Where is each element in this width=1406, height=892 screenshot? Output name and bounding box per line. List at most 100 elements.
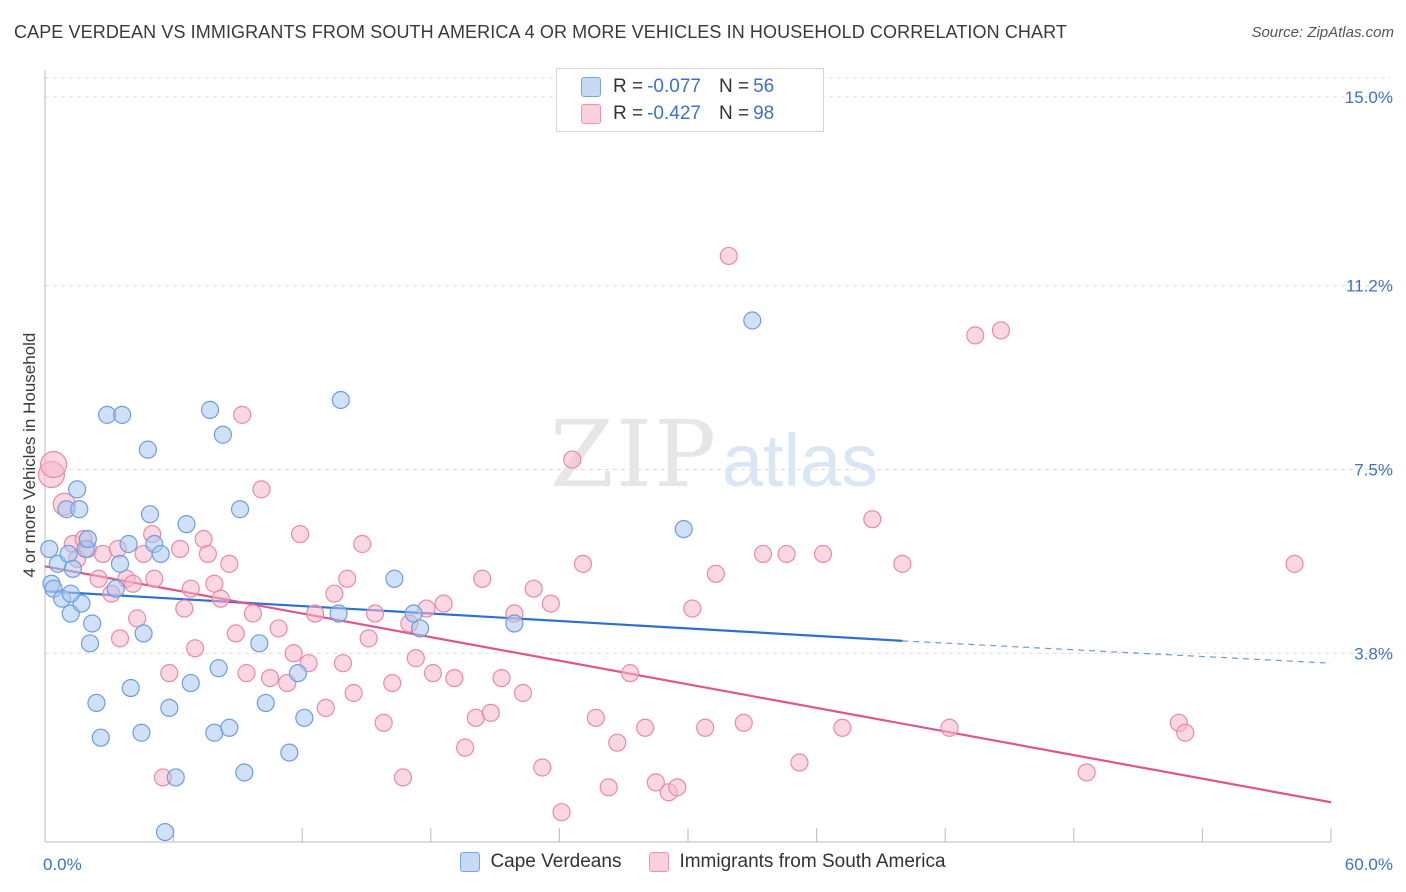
y-tick-label: 7.5% <box>1354 461 1393 480</box>
point-immigrant <box>524 579 543 598</box>
point-cape-verdean <box>63 559 82 578</box>
legend-label: Cape Verdeans <box>490 851 622 872</box>
point-immigrant <box>668 778 687 797</box>
point-immigrant <box>252 480 271 499</box>
point-cape-verdean <box>140 505 160 524</box>
point-immigrant <box>813 544 833 564</box>
point-immigrant <box>991 321 1011 340</box>
point-immigrant <box>706 564 725 583</box>
point-immigrant <box>237 664 256 683</box>
point-immigrant <box>608 733 627 752</box>
point-immigrant <box>185 639 205 658</box>
x-tick-label: 60.0% <box>1345 855 1393 874</box>
point-cape-verdean <box>295 708 314 727</box>
point-cape-verdean <box>68 480 87 499</box>
point-cape-verdean <box>209 659 228 678</box>
point-cape-verdean <box>83 614 102 633</box>
point-immigrant <box>198 544 217 564</box>
legend-r-label: R = <box>613 76 644 97</box>
point-immigrant <box>683 599 702 618</box>
chart-title: CAPE VERDEAN VS IMMIGRANTS FROM SOUTH AM… <box>14 22 1067 42</box>
tick-label-layer: 3.8% 7.5% 11.2% 15.0% 0.0% 60.0% <box>43 88 1393 874</box>
point-cape-verdean <box>106 579 125 598</box>
point-cape-verdean <box>119 534 138 554</box>
legend-item-cape-verdeans[interactable]: Cape Verdeans <box>460 851 621 873</box>
point-immigrant <box>333 654 353 673</box>
point-cape-verdean <box>61 584 80 603</box>
point-immigrant <box>175 599 194 618</box>
point-cape-verdean <box>121 678 140 698</box>
point-cape-verdean <box>205 723 224 742</box>
point-immigrant <box>226 624 245 643</box>
point-immigrant <box>233 405 252 424</box>
point-immigrant <box>621 664 640 683</box>
point-immigrant <box>893 554 912 573</box>
point-immigrant <box>338 569 357 588</box>
point-cape-verdean <box>230 500 250 519</box>
points-layer <box>37 246 1304 842</box>
legend-n-value: 98 <box>753 103 775 124</box>
point-immigrant <box>93 544 112 564</box>
watermark-atlas: atlas <box>722 419 878 502</box>
legend-n-label: N = <box>718 76 750 97</box>
legend-n-value: 56 <box>753 76 775 97</box>
trendline-immigrants <box>44 565 1332 804</box>
point-cape-verdean <box>87 693 106 713</box>
point-cape-verdean <box>132 723 151 742</box>
point-immigrant <box>863 510 882 529</box>
point-immigrant <box>269 619 288 638</box>
point-immigrant <box>211 589 230 608</box>
point-immigrant <box>696 718 715 737</box>
point-immigrant <box>833 718 852 737</box>
y-tick-label: 15.0% <box>1345 88 1393 107</box>
point-immigrant <box>220 554 239 573</box>
legend-r-value: -0.077 <box>647 76 701 97</box>
legend-item-immigrants[interactable]: Immigrants from South America <box>649 851 946 873</box>
x-tick-label: 0.0% <box>43 855 82 874</box>
point-cape-verdean <box>250 634 269 653</box>
point-immigrant <box>533 758 552 777</box>
point-immigrant <box>170 539 190 559</box>
point-cape-verdean <box>70 500 89 519</box>
point-immigrant <box>123 574 142 593</box>
point-immigrant <box>445 668 464 688</box>
legend-n-label: N = <box>718 103 750 124</box>
point-immigrant <box>260 668 280 688</box>
point-immigrant <box>110 629 130 648</box>
point-immigrant <box>393 768 413 787</box>
point-cape-verdean <box>181 673 200 693</box>
point-immigrant <box>434 594 453 613</box>
point-cape-verdean <box>177 515 196 534</box>
point-immigrant <box>305 604 325 623</box>
point-cape-verdean <box>280 743 299 762</box>
point-immigrant <box>1285 554 1304 573</box>
point-cape-verdean <box>166 768 185 787</box>
point-cape-verdean <box>288 664 308 683</box>
watermark: ZIP atlas <box>550 401 878 508</box>
series-legend: Cape Verdeans Immigrants from South Amer… <box>0 851 1406 873</box>
point-immigrant <box>734 713 753 732</box>
point-immigrant <box>563 450 582 469</box>
point-immigrant <box>374 713 393 732</box>
point-cape-verdean <box>91 728 110 747</box>
point-immigrant <box>365 604 385 623</box>
point-cape-verdean <box>200 400 220 419</box>
point-cape-verdean <box>505 614 524 633</box>
point-immigrant <box>719 246 738 266</box>
point-immigrant <box>492 668 511 688</box>
point-immigrant <box>573 554 593 573</box>
legend-swatch-pink <box>649 852 670 872</box>
legend-swatch-blue <box>460 852 481 872</box>
point-immigrant <box>481 703 500 722</box>
point-cape-verdean <box>134 624 153 643</box>
point-immigrant <box>284 644 303 663</box>
point-immigrant <box>636 718 655 737</box>
source-credit: Source: ZipAtlas.com <box>1251 24 1394 41</box>
point-immigrant <box>541 594 560 613</box>
point-cape-verdean <box>78 529 97 549</box>
point-immigrant <box>181 579 200 598</box>
trend-layer <box>44 565 1332 804</box>
point-immigrant <box>145 569 164 588</box>
point-cape-verdean <box>331 390 350 410</box>
point-cape-verdean <box>80 634 100 653</box>
